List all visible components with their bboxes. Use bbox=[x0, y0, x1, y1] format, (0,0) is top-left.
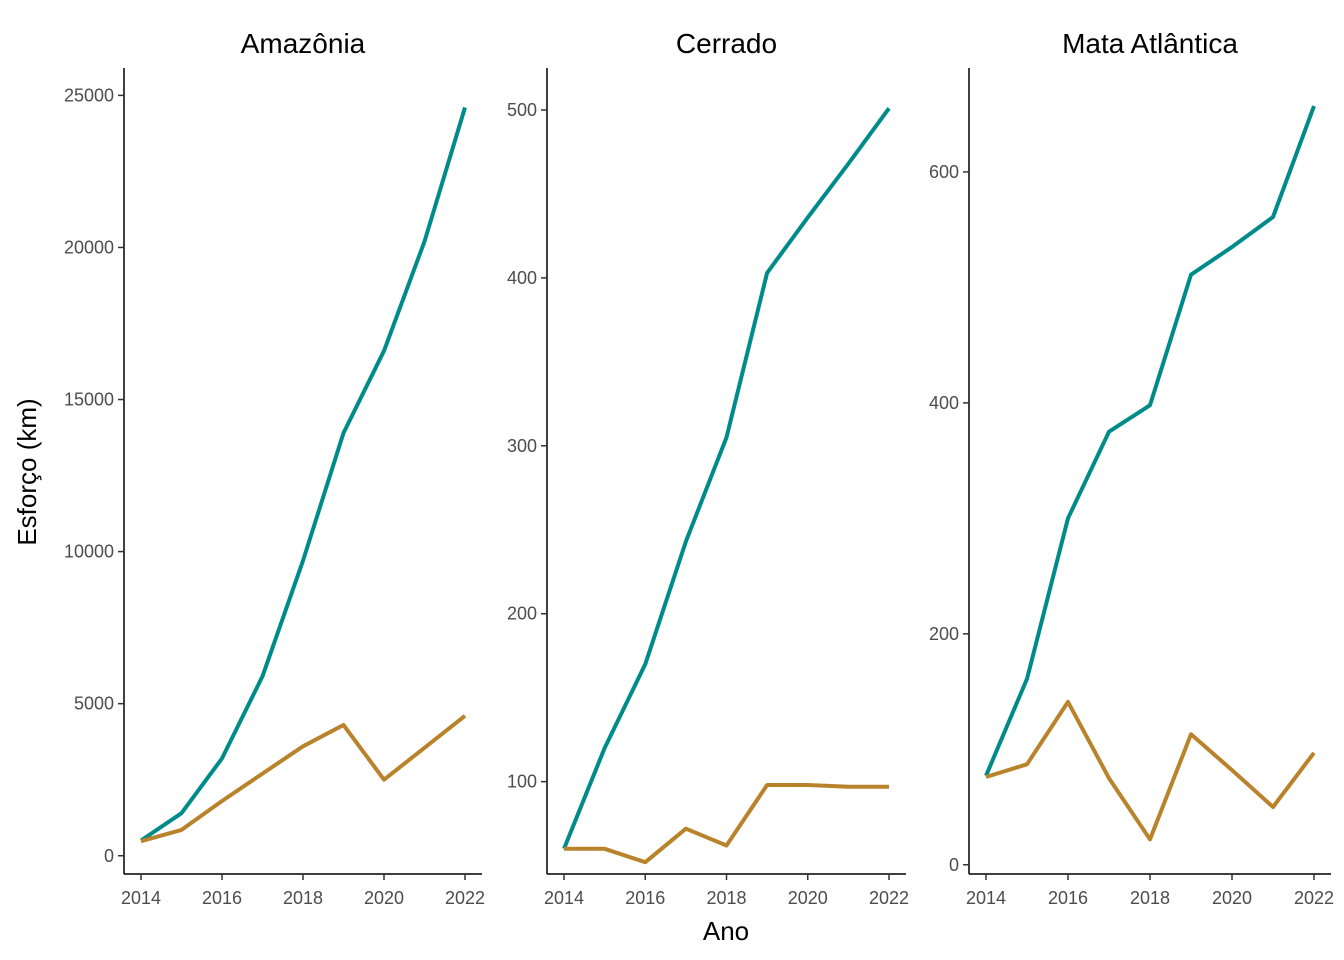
x-tick-label: 2018 bbox=[283, 888, 323, 908]
x-tick-label: 2018 bbox=[706, 888, 746, 908]
x-tick-label: 2018 bbox=[1130, 888, 1170, 908]
facet-panel-2: Cerrado 100 200 300 400 500 2014 2016 2018 2020 20… bbox=[507, 28, 909, 908]
panel-title: Amazônia bbox=[241, 28, 366, 59]
series-line-2 bbox=[985, 699, 1316, 842]
y-tick-label: 5000 bbox=[74, 694, 114, 714]
y-tick-label: 600 bbox=[929, 162, 959, 182]
y-tick-label: 400 bbox=[929, 393, 959, 413]
x-tick-label: 2020 bbox=[788, 888, 828, 908]
y-tick-label: 20000 bbox=[64, 237, 114, 257]
y-tick-label: 15000 bbox=[64, 390, 114, 410]
series-line-2 bbox=[564, 783, 889, 865]
y-tick-label: 100 bbox=[507, 772, 537, 792]
series-line-1 bbox=[562, 107, 891, 850]
x-tick-label: 2022 bbox=[1294, 888, 1334, 908]
y-tick-label: 300 bbox=[507, 436, 537, 456]
x-axis-title: Ano bbox=[703, 916, 749, 946]
x-tick-label: 2014 bbox=[121, 888, 161, 908]
y-tick-label: 200 bbox=[929, 624, 959, 644]
panel-title: Mata Atlântica bbox=[1062, 28, 1238, 59]
y-tick-label: 200 bbox=[507, 604, 537, 624]
facet-panel-1: Amazônia 0 5000 10000 15000 20000 25000 2014 201… bbox=[64, 28, 485, 908]
y-tick-label: 400 bbox=[507, 268, 537, 288]
series-line-2 bbox=[140, 714, 467, 844]
x-tick-label: 2016 bbox=[202, 888, 242, 908]
y-tick-label: 0 bbox=[949, 855, 959, 875]
y-tick-label: 10000 bbox=[64, 542, 114, 562]
x-tick-label: 2022 bbox=[445, 888, 485, 908]
y-axis-title: Esforço (km) bbox=[12, 398, 42, 545]
panel-title: Cerrado bbox=[676, 28, 777, 59]
facet-panel-3: Mata Atlântica 0 200 400 600 2014 2016 2018 2020… bbox=[929, 28, 1334, 908]
y-tick-label: 25000 bbox=[64, 85, 114, 105]
x-tick-label: 2022 bbox=[869, 888, 909, 908]
series-line-1 bbox=[139, 106, 467, 843]
x-tick-label: 2020 bbox=[364, 888, 404, 908]
x-tick-label: 2016 bbox=[625, 888, 665, 908]
x-tick-label: 2016 bbox=[1048, 888, 1088, 908]
y-tick-label: 0 bbox=[104, 846, 114, 866]
x-tick-label: 2014 bbox=[544, 888, 584, 908]
series-line-1 bbox=[984, 105, 1316, 777]
x-tick-label: 2020 bbox=[1212, 888, 1252, 908]
y-tick-label: 500 bbox=[507, 100, 537, 120]
x-tick-label: 2014 bbox=[966, 888, 1006, 908]
